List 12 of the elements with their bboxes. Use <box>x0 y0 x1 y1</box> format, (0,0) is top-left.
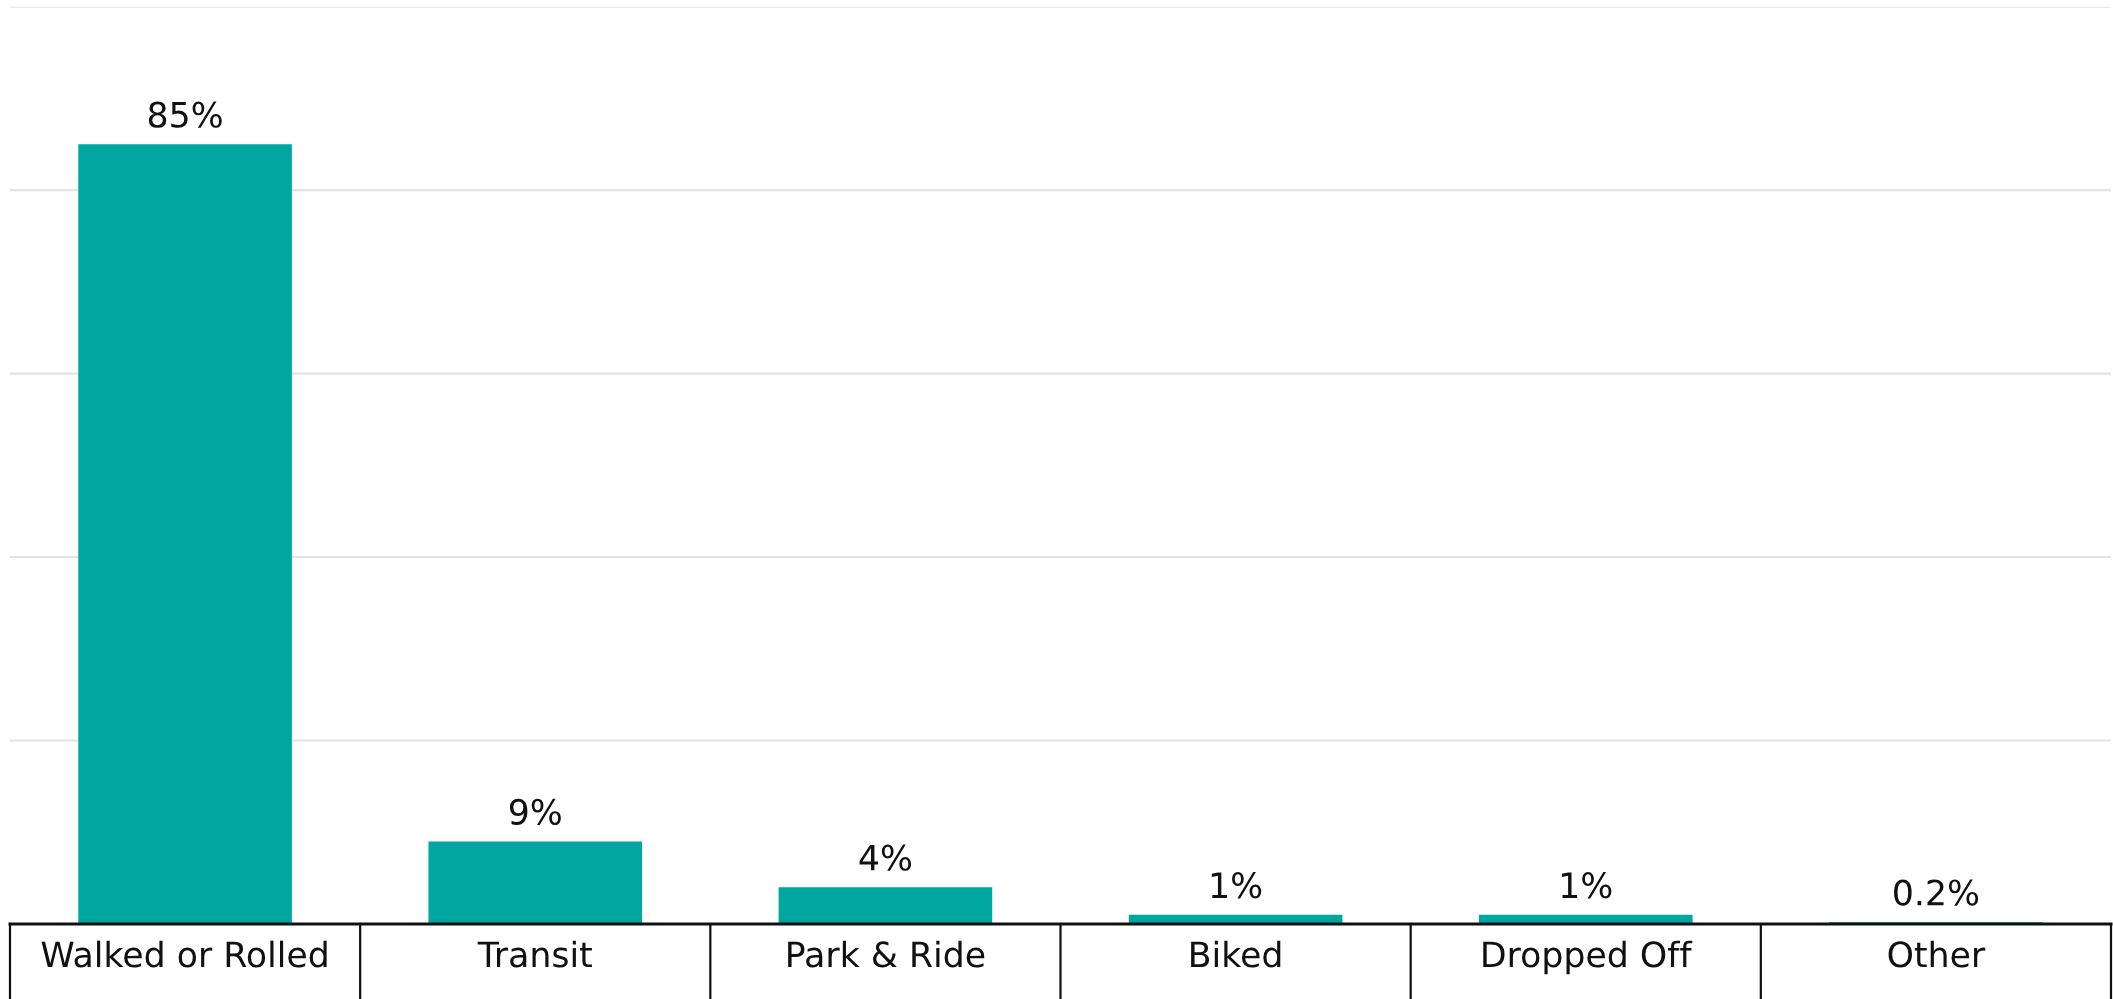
data-label: 9% <box>509 798 561 825</box>
data-label: 85% <box>148 101 222 128</box>
data-label: 1% <box>1211 872 1262 899</box>
x-tick-label: Dropped Off <box>1483 940 1693 975</box>
x-tick-label: Other <box>1888 940 1986 968</box>
data-label: 4% <box>859 844 912 871</box>
data-label: 1% <box>1562 872 1612 899</box>
data-label: 0.2% <box>1894 879 1979 906</box>
x-tick-label: Biked <box>1191 940 1281 968</box>
x-tick-label: Park & Ride <box>788 940 985 968</box>
x-tick-label: Transit <box>477 940 592 968</box>
x-tick-label: Walked or Rolled <box>41 940 327 968</box>
